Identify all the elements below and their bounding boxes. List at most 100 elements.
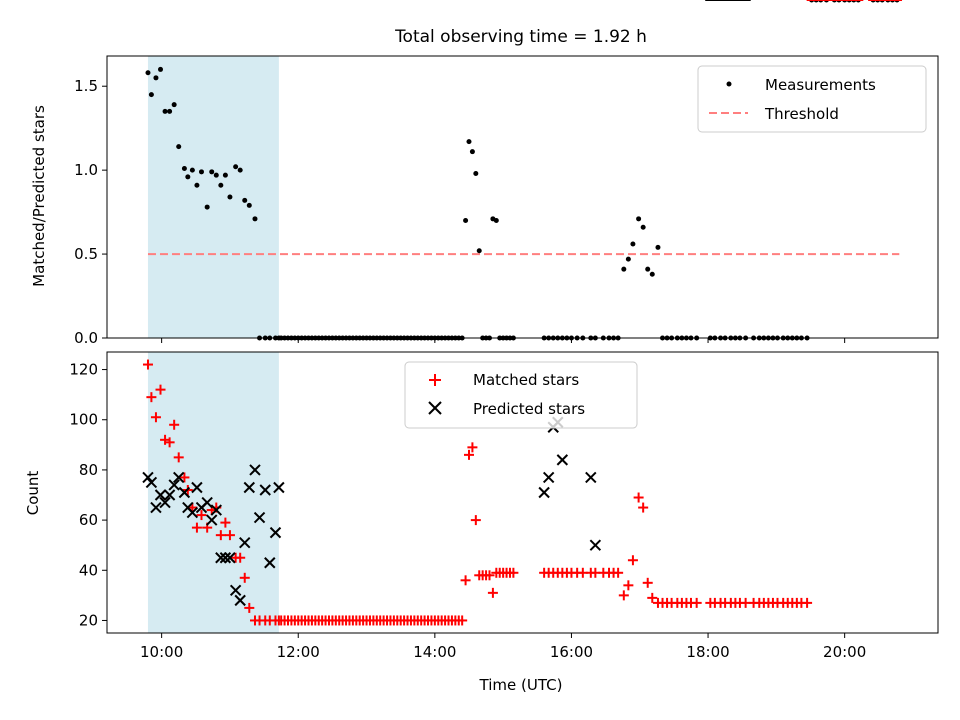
- predicted-star-point: [191, 481, 203, 494]
- predicted-star-point: [234, 594, 246, 607]
- matched-star-point: [146, 392, 157, 403]
- predicted-star-point: [173, 471, 185, 484]
- measurement-point: [176, 144, 182, 150]
- measurement-point: [194, 182, 200, 188]
- ratio-y-tick-label: 1.0: [74, 161, 98, 179]
- x-tick-label: 18:00: [686, 643, 729, 661]
- measurement-point: [242, 197, 248, 203]
- predicted-star-point: [239, 536, 251, 549]
- predicted-star-point: [168, 479, 180, 491]
- measurement-point: [621, 266, 627, 272]
- count-y-tick-label: 60: [79, 511, 98, 529]
- predicted-star-point: [224, 552, 236, 564]
- count-y-tick-label: 40: [79, 561, 98, 579]
- predicted-star-point: [159, 496, 171, 509]
- predicted-star-point: [210, 504, 222, 516]
- predicted-star-point: [589, 539, 602, 551]
- count-axes-frame: [106, 351, 939, 634]
- ratio-axes-frame: [106, 55, 939, 339]
- predicted-star-point: [269, 526, 282, 539]
- matched-star-point: [220, 517, 231, 528]
- matched-star-point: [224, 530, 235, 541]
- matched-star-point: [802, 597, 813, 608]
- count-panel: 20 40 60 80 100 120 10:00 12:00 14:00 16:00 18:00…: [24, 0, 939, 694]
- measurement-point: [167, 108, 173, 114]
- measurement-point: [185, 174, 191, 180]
- measurement-point: [466, 139, 472, 145]
- measurement-point: [148, 92, 154, 98]
- count-legend: Matched stars Predicted stars: [404, 361, 638, 429]
- matched-star-point: [457, 615, 468, 626]
- highlight-band: [147, 56, 279, 338]
- predicted-star-point: [219, 552, 232, 564]
- x-tick-label: 20:00: [823, 643, 866, 661]
- predicted-star-point: [142, 471, 154, 484]
- legend-threshold-label: Threshold: [764, 105, 839, 123]
- measurement-point: [246, 202, 252, 208]
- legend-measurements-marker: [726, 81, 732, 87]
- matched-star-point: [191, 522, 202, 533]
- measurement-point: [636, 216, 642, 222]
- measurement-point: [171, 102, 177, 108]
- matched-star-point: [155, 384, 166, 395]
- legend-measurements-label: Measurements: [765, 76, 876, 94]
- predicted-star-point: [273, 481, 285, 494]
- matched-star-point: [613, 567, 624, 578]
- measurement-point: [158, 66, 164, 72]
- measurement-point: [162, 108, 168, 114]
- matched-star-point: [235, 552, 246, 563]
- predicted-star-point: [178, 486, 191, 499]
- matched-star-point: [467, 442, 478, 453]
- measurement-point: [463, 218, 469, 223]
- measurement-point: [649, 271, 655, 277]
- measurement-point: [218, 182, 224, 188]
- legend-predicted-marker: [428, 401, 442, 415]
- matched-star-point: [215, 530, 226, 541]
- predicted-star-point: [215, 552, 227, 564]
- measurement-point: [640, 224, 646, 230]
- measurement-point: [227, 194, 233, 200]
- measurement-point: [209, 169, 215, 175]
- matched-star-point: [627, 555, 638, 566]
- predicted-star-point: [264, 557, 276, 569]
- matched-star-point: [150, 412, 161, 423]
- measurement-point: [181, 165, 187, 171]
- count-y-tick-label: 100: [69, 411, 98, 429]
- x-tick-label: 16:00: [550, 643, 593, 661]
- ratio-legend: Measurements Threshold: [697, 65, 927, 133]
- measurement-point: [153, 75, 159, 81]
- matched-star-point: [638, 502, 649, 513]
- measurement-point: [655, 244, 661, 250]
- count-y-tick-label: 120: [69, 361, 98, 379]
- legend-predicted-label: Predicted stars: [473, 400, 585, 418]
- predicted-star-point: [249, 464, 261, 476]
- matched-star-point: [239, 572, 250, 583]
- matched-star-point: [647, 592, 658, 603]
- measurement-point: [145, 70, 151, 76]
- highlight-band: [147, 352, 279, 633]
- count-y-tick-label: 80: [79, 461, 98, 479]
- predicted-star-point: [201, 496, 213, 509]
- ratio-panel: 0.0 0.5 1.0 1.5 Matched/Predicted stars Mea…: [30, 0, 939, 347]
- matched-star-point: [179, 472, 190, 483]
- predicted-star-point: [145, 476, 158, 489]
- predicted-star-point: [253, 511, 266, 524]
- measurement-point: [473, 171, 479, 176]
- predicted-star-point: [538, 486, 550, 499]
- matched-star-point: [460, 575, 471, 586]
- matched-star-point: [508, 567, 519, 578]
- x-tick-label: 14:00: [413, 643, 456, 661]
- matched-star-point: [244, 602, 255, 613]
- matched-star-point: [618, 590, 629, 601]
- predicted-star-point: [229, 584, 242, 597]
- matched-star-point: [633, 492, 644, 503]
- measurement-point: [469, 149, 475, 155]
- matched-star-point: [642, 577, 653, 588]
- measurement-point: [625, 256, 631, 262]
- legend-matched-marker: [429, 374, 441, 386]
- predicted-star-point: [150, 501, 162, 514]
- matched-star-point: [164, 437, 175, 448]
- count-y-axis-label: Count: [24, 471, 42, 516]
- predicted-star-point: [542, 471, 555, 484]
